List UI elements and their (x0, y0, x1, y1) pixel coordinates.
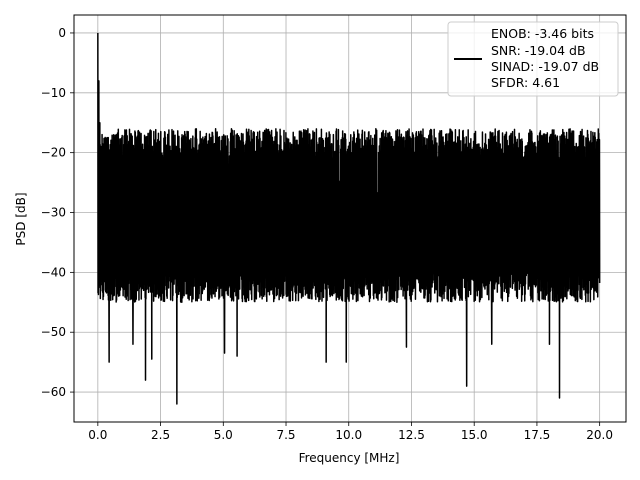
y-tick-label: −20 (41, 146, 66, 160)
y-axis-ticks: 0 −10 −20 −30 −40 −50 −60 (41, 26, 74, 399)
y-tick-label: −40 (41, 265, 66, 279)
y-tick-label: −10 (41, 86, 66, 100)
y-tick-label: 0 (58, 26, 66, 40)
x-axis-label: Frequency [MHz] (299, 451, 400, 465)
plot-area (97, 32, 601, 405)
x-tick-label: 17.5 (524, 428, 551, 442)
y-tick-label: −50 (41, 325, 66, 339)
legend-entry-sfdr: SFDR: 4.61 (491, 75, 560, 90)
x-tick-label: 20.0 (586, 428, 613, 442)
x-axis-ticks: 0.0 2.5 5.0 7.5 10.0 12.5 15.0 17.5 20.0 (88, 422, 613, 442)
y-axis-label: PSD [dB] (14, 192, 28, 245)
x-tick-label: 7.5 (276, 428, 295, 442)
legend-entry-snr: SNR: -19.04 dB (491, 43, 586, 58)
x-tick-label: 2.5 (151, 428, 170, 442)
legend-box (447, 21, 619, 97)
x-tick-label: 10.0 (335, 428, 362, 442)
axes-frame (73, 14, 627, 423)
legend-entry-sinad: SINAD: -19.07 dB (491, 59, 599, 74)
x-tick-label: 5.0 (214, 428, 233, 442)
x-tick-label: 15.0 (461, 428, 488, 442)
legend: ENOB: -3.46 bits SNR: -19.04 dB SINAD: -… (447, 21, 619, 97)
psd-series-line (97, 32, 601, 405)
legend-entry-enob: ENOB: -3.46 bits (491, 26, 594, 41)
x-tick-label: 0.0 (88, 428, 107, 442)
y-tick-label: −60 (41, 385, 66, 399)
x-tick-label: 12.5 (398, 428, 425, 442)
y-tick-label: −30 (41, 206, 66, 220)
